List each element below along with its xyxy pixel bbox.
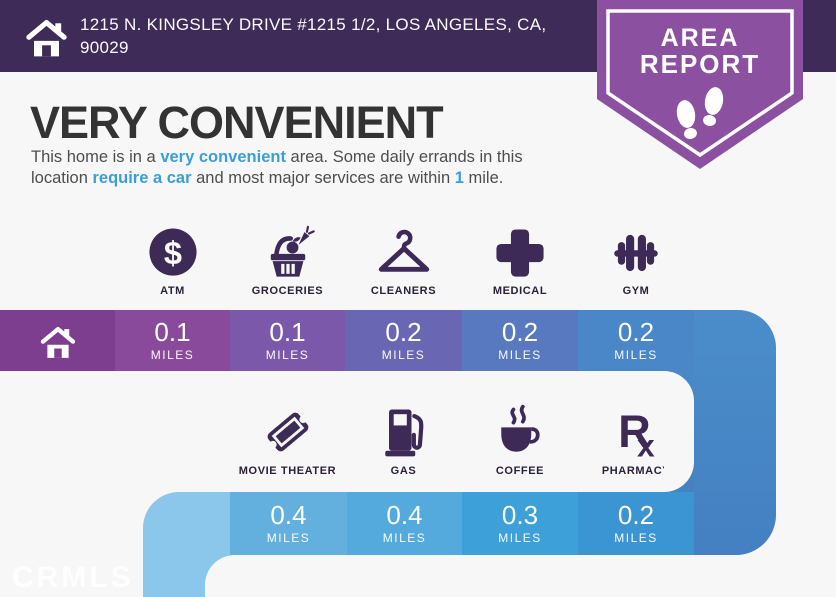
distance-unit: MILES <box>614 531 658 545</box>
distance-unit: MILES <box>265 348 310 362</box>
desc-part1: This home is in a <box>31 148 161 166</box>
desc-highlight-mile: 1 <box>454 169 464 187</box>
distance-cell-groceries: 0.1 MILES <box>230 310 345 371</box>
distance-unit: MILES <box>150 348 195 362</box>
footprints-icon <box>676 87 724 140</box>
distance-cell-cleaners: 0.2 MILES <box>345 310 462 371</box>
place-gym: GYM <box>578 224 694 297</box>
badge-shape <box>597 0 803 169</box>
distance-cell-medical: 0.2 MILES <box>462 310 578 371</box>
place-movie-theater: MOVIE THEATER <box>220 402 355 477</box>
place-cleaners: CLEANERS <box>345 224 462 297</box>
place-label: GAS <box>390 465 417 477</box>
place-label: GYM <box>622 285 650 297</box>
distance-cell-gym: 0.2 MILES <box>578 310 694 371</box>
groceries-icon <box>270 225 315 277</box>
place-coffee: COFFEE <box>462 402 578 477</box>
desc-highlight-car: require a car <box>92 169 192 187</box>
distance-cell-gas: 0.4 MILES <box>347 492 462 555</box>
area-report-badge: AREA REPORT <box>597 0 803 172</box>
place-label: COFFEE <box>495 465 545 477</box>
coffee-icon <box>501 404 540 452</box>
movie-theater-icon <box>267 412 308 452</box>
distance-value: 0.1 <box>269 317 306 347</box>
place-groceries: GROCERIES <box>230 224 345 297</box>
distance-unit: MILES <box>381 348 426 362</box>
dollar-glyph: $ <box>163 234 181 271</box>
place-atm: $ ATM <box>115 224 230 297</box>
distance-value: 0.2 <box>617 317 655 347</box>
distance-value: 0.2 <box>501 317 539 347</box>
home-icon <box>26 19 67 57</box>
badge-line1: AREA <box>660 24 740 52</box>
place-medical: MEDICAL <box>462 224 578 297</box>
distance-cell-atm: 0.1 MILES <box>115 310 230 371</box>
place-label: PHARMACY <box>601 465 671 477</box>
distance-cell-movie-theater: 0.4 MILES <box>230 492 347 555</box>
path-connector-right <box>694 310 776 555</box>
desc-part4: mile. <box>463 169 504 187</box>
place-label: MOVIE THEATER <box>238 465 337 477</box>
desc-part3: and most major services are within <box>191 169 455 187</box>
cleaners-icon <box>378 229 429 272</box>
path-strip-left <box>143 540 205 597</box>
place-label: CLEANERS <box>370 285 437 297</box>
distance-value: 0.2 <box>385 317 422 347</box>
distance-value: 0.4 <box>270 500 307 530</box>
gas-icon <box>384 409 423 457</box>
distance-value: 0.2 <box>617 500 655 530</box>
place-label: ATM <box>160 285 185 297</box>
gym-icon <box>614 234 658 272</box>
distance-unit: MILES <box>382 531 427 545</box>
home-icon <box>40 326 75 358</box>
distance-value: 0.3 <box>501 500 539 530</box>
distance-unit: MILES <box>614 348 658 362</box>
place-gas: GAS <box>345 402 462 477</box>
rx-r-glyph: R <box>618 406 651 457</box>
desc-part2: area. Some daily errands in this locatio… <box>31 148 523 187</box>
desc-highlight-convenient: very convenient <box>160 148 286 166</box>
pharmacy-icon: R x <box>618 406 655 462</box>
distance-cell-pharmacy: 0.2 MILES <box>578 492 694 555</box>
rx-x-glyph: x <box>637 427 655 462</box>
atm-icon: $ <box>148 228 197 276</box>
place-label: GROCERIES <box>251 285 324 297</box>
distance-value: 0.4 <box>386 500 423 530</box>
badge-line2: REPORT <box>639 49 761 79</box>
crmls-watermark: CRMLS <box>12 561 134 594</box>
page-title: VERY CONVENIENT <box>30 97 444 148</box>
description-text: This home is in a very convenient area. … <box>31 147 611 189</box>
distance-unit: MILES <box>266 531 311 545</box>
distance-value: 0.1 <box>154 317 191 347</box>
place-pharmacy: R x PHARMACY <box>578 402 694 477</box>
distance-unit: MILES <box>498 348 542 362</box>
medical-icon <box>496 229 544 277</box>
property-address: 1215 N. KINGSLEY DRIVE #1215 1/2, LOS AN… <box>80 15 547 57</box>
place-label: MEDICAL <box>492 285 548 297</box>
distance-cell-coffee: 0.3 MILES <box>462 492 578 555</box>
distance-unit: MILES <box>498 531 542 545</box>
home-cell <box>0 310 115 371</box>
